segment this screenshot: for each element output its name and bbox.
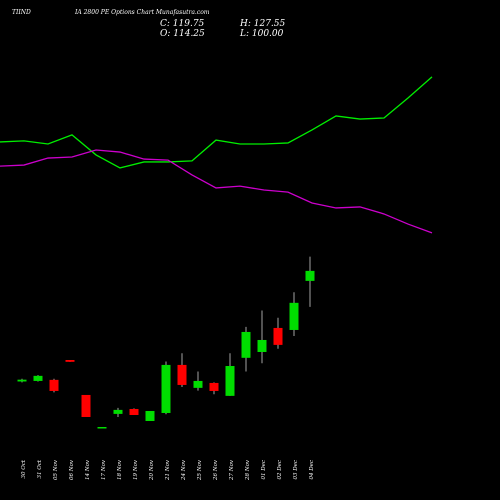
x-tick-label: 01 Dec — [261, 460, 267, 480]
x-tick-label: 02 Dec — [277, 460, 283, 480]
x-tick-label: 14 Nov — [85, 459, 91, 480]
candle-body — [113, 409, 123, 414]
candle-body — [273, 327, 283, 345]
x-tick-label: 27 Nov — [229, 459, 235, 481]
candle-body — [81, 394, 91, 417]
indicator-line — [0, 76, 433, 169]
x-tick-label: 19 Nov — [133, 459, 139, 480]
candle-body — [161, 364, 171, 413]
x-tick-label: 31 Oct — [37, 459, 43, 478]
x-tick-label: 21 Nov — [165, 459, 171, 481]
candle-body — [225, 366, 235, 396]
x-tick-label: 06 Nov — [69, 459, 75, 480]
ohlc-label: O: 114.25 — [160, 29, 205, 39]
candle-body — [129, 408, 139, 415]
candle-body — [33, 375, 43, 381]
x-tick-label: 17 Nov — [101, 459, 107, 480]
ohlc-label: L: 100.00 — [239, 29, 284, 39]
candle-body — [145, 410, 155, 421]
candle-body — [17, 379, 27, 382]
chart-subtitle: IA 2800 PE Options Chart Munafasutra.com — [74, 9, 210, 16]
x-tick-label: 25 Nov — [197, 459, 203, 481]
candle-body — [209, 382, 219, 391]
candle-body — [289, 302, 299, 330]
ohlc-label: C: 119.75 — [160, 19, 205, 29]
candle-body — [97, 427, 107, 429]
candle-body — [193, 380, 203, 388]
candle-body — [65, 360, 75, 362]
ohlc-label: H: 127.55 — [239, 19, 286, 29]
x-tick-label: 30 Oct — [21, 459, 27, 478]
x-tick-label: 24 Nov — [181, 459, 187, 481]
candle-body — [305, 270, 315, 281]
candle-body — [241, 331, 251, 358]
candle-body — [49, 379, 59, 391]
x-tick-label: 04 Dec — [309, 460, 315, 480]
x-tick-label: 03 Dec — [293, 460, 299, 480]
x-tick-label: 18 Nov — [117, 459, 123, 480]
candle-body — [177, 364, 187, 385]
x-tick-label: 26 Nov — [213, 459, 219, 481]
indicator-line — [0, 149, 433, 234]
chart-title: TIIND — [12, 9, 31, 16]
x-tick-label: 05 Nov — [53, 459, 59, 480]
x-tick-label: 28 Nov — [245, 459, 251, 481]
x-tick-label: 20 Nov — [149, 459, 155, 481]
candle-body — [257, 339, 267, 352]
